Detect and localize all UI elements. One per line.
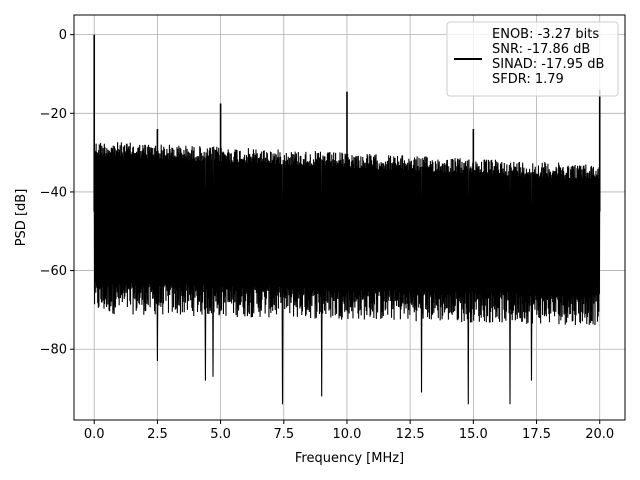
x-tick-label: 10.0 xyxy=(332,427,361,442)
x-tick-label: 7.5 xyxy=(273,427,294,442)
y-axis-label: PSD [dB] xyxy=(14,189,29,247)
y-tick-label: −20 xyxy=(40,107,67,122)
legend-box xyxy=(446,21,619,97)
x-tick-label: 12.5 xyxy=(396,427,425,442)
plot-area xyxy=(93,34,601,405)
x-tick-label: 15.0 xyxy=(459,427,488,442)
x-axis-label: Frequency [MHz] xyxy=(295,451,404,466)
x-tick-label: 17.5 xyxy=(522,427,551,442)
x-tick-label: 0.0 xyxy=(84,427,105,442)
x-tick-label: 2.5 xyxy=(147,427,168,442)
y-tick-label: −60 xyxy=(40,264,67,279)
x-axis-ticks: 0.0 2.5 5.0 7.5 10.0 12.5 15.0 17.5 20.0 xyxy=(84,420,614,442)
y-axis-ticks: 0 −20 −40 −60 −80 xyxy=(40,28,74,358)
x-tick-label: 5.0 xyxy=(210,427,231,442)
legend: ENOB: -3.27 bits SNR: -17.86 dB SINAD: -… xyxy=(446,21,619,97)
legend-snr: SNR: -17.86 dB xyxy=(492,42,590,57)
legend-sinad: SINAD: -17.95 dB xyxy=(492,57,604,72)
axes-frame xyxy=(73,14,626,421)
legend-sfdr: SFDR: 1.79 xyxy=(492,72,564,87)
x-tick-label: 20.0 xyxy=(585,427,614,442)
y-tick-label: −40 xyxy=(40,185,67,200)
legend-enob: ENOB: -3.27 bits xyxy=(492,27,599,42)
y-tick-label: −80 xyxy=(40,343,67,358)
y-tick-label: 0 xyxy=(59,28,67,43)
